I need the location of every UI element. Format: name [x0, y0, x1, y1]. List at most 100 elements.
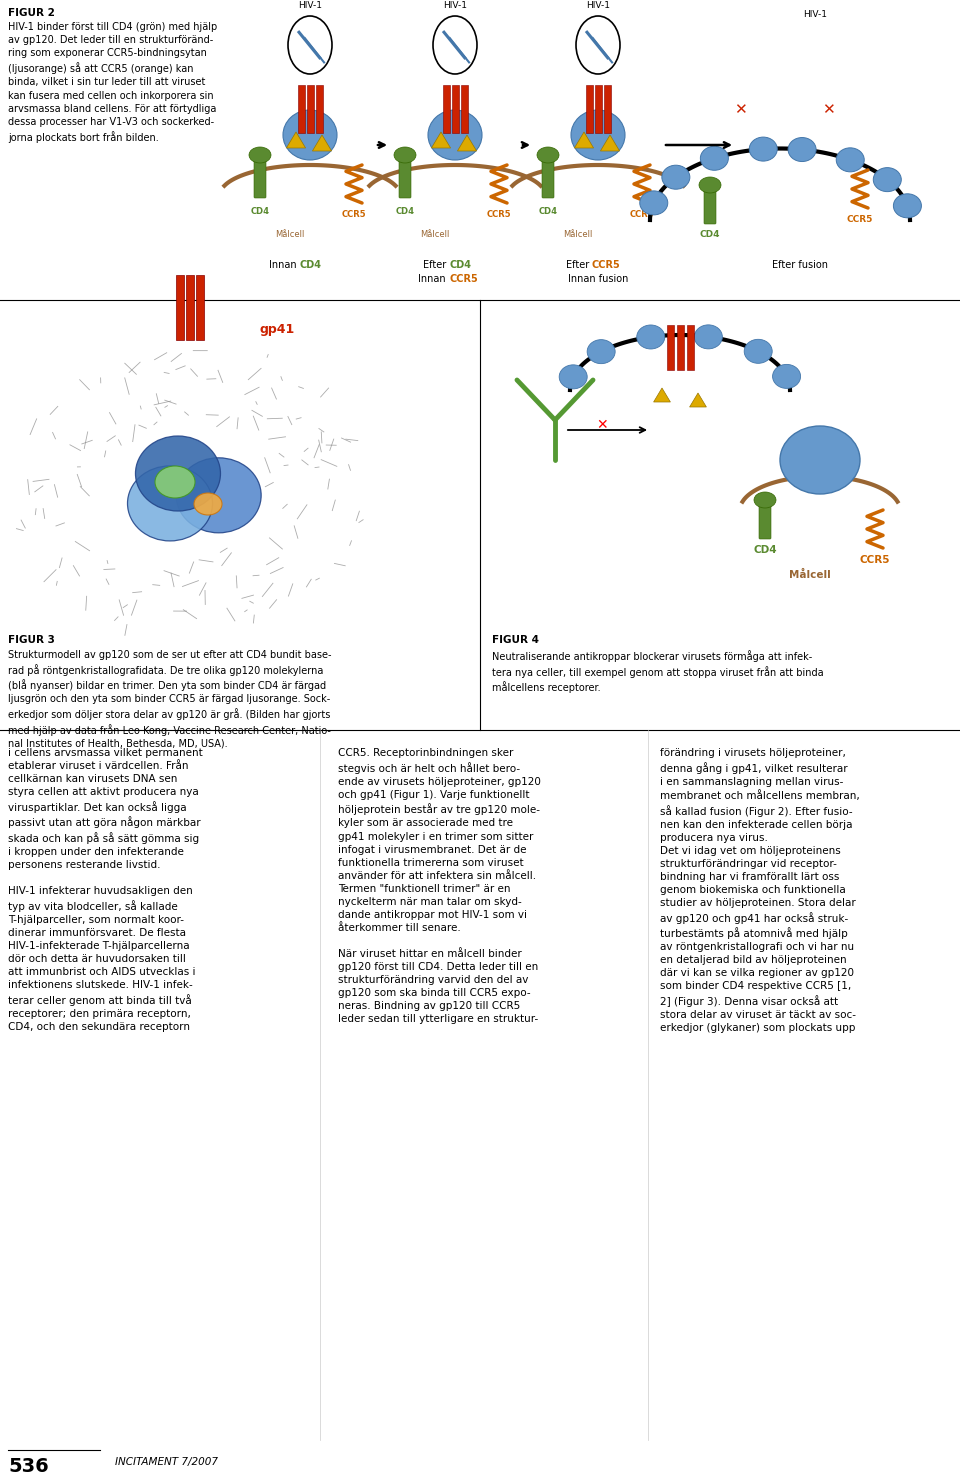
- Ellipse shape: [773, 365, 801, 389]
- Text: FIGUR 2: FIGUR 2: [8, 7, 55, 18]
- Text: ✕: ✕: [596, 418, 608, 432]
- Ellipse shape: [283, 110, 337, 160]
- FancyBboxPatch shape: [298, 85, 305, 133]
- Text: CD4: CD4: [539, 208, 558, 217]
- FancyBboxPatch shape: [759, 498, 771, 538]
- FancyBboxPatch shape: [461, 85, 468, 133]
- Text: CCR5. Receptorinbindningen sker
stegvis och är helt och hållet bero-
ende av vir: CCR5. Receptorinbindningen sker stegvis …: [338, 747, 540, 1025]
- Ellipse shape: [661, 165, 690, 190]
- Ellipse shape: [874, 168, 901, 191]
- Text: FIGUR 4: FIGUR 4: [492, 635, 539, 645]
- Text: CCR5: CCR5: [847, 215, 874, 224]
- Ellipse shape: [135, 436, 221, 512]
- Text: HIV-1: HIV-1: [803, 10, 827, 19]
- Polygon shape: [654, 389, 670, 402]
- Text: 536: 536: [8, 1456, 49, 1476]
- Ellipse shape: [749, 136, 778, 162]
- Ellipse shape: [537, 147, 559, 163]
- Text: HIV-1: HIV-1: [298, 1, 322, 10]
- Ellipse shape: [571, 110, 625, 160]
- FancyBboxPatch shape: [595, 85, 602, 133]
- Text: Innan fusion: Innan fusion: [567, 274, 628, 285]
- Text: CD4: CD4: [300, 260, 322, 270]
- Text: CCR5: CCR5: [630, 211, 655, 219]
- Ellipse shape: [194, 492, 222, 515]
- Ellipse shape: [155, 466, 195, 498]
- Ellipse shape: [694, 325, 722, 349]
- Ellipse shape: [788, 138, 816, 162]
- Ellipse shape: [780, 426, 860, 494]
- FancyBboxPatch shape: [254, 154, 266, 199]
- Text: Innan: Innan: [419, 274, 449, 285]
- FancyBboxPatch shape: [604, 85, 611, 133]
- Polygon shape: [600, 135, 619, 151]
- Polygon shape: [431, 132, 450, 148]
- Ellipse shape: [639, 191, 668, 215]
- Ellipse shape: [288, 16, 332, 74]
- FancyBboxPatch shape: [687, 325, 694, 369]
- Ellipse shape: [744, 340, 772, 363]
- Polygon shape: [286, 132, 305, 148]
- Text: CD4: CD4: [251, 208, 270, 217]
- Ellipse shape: [754, 492, 776, 509]
- Text: CD4: CD4: [754, 544, 777, 555]
- Text: gp41: gp41: [260, 323, 296, 337]
- FancyBboxPatch shape: [186, 274, 194, 340]
- Text: CCR5: CCR5: [449, 274, 478, 285]
- Text: Efter: Efter: [565, 260, 592, 270]
- Text: i cellens arvsmassa vilket permanent
etablerar viruset i värdcellen. Från
cellkä: i cellens arvsmassa vilket permanent eta…: [8, 747, 203, 1032]
- Ellipse shape: [636, 325, 664, 349]
- FancyBboxPatch shape: [196, 274, 204, 340]
- Text: Efter: Efter: [422, 260, 449, 270]
- Text: ✕: ✕: [733, 102, 746, 117]
- FancyBboxPatch shape: [316, 85, 323, 133]
- FancyBboxPatch shape: [307, 85, 314, 133]
- Text: INCITAMENT 7/2007: INCITAMENT 7/2007: [115, 1456, 218, 1467]
- Ellipse shape: [701, 147, 729, 171]
- Text: HIV-1 binder först till CD4 (grön) med hjälp
av gp120. Det leder till en struktu: HIV-1 binder först till CD4 (grön) med h…: [8, 22, 217, 142]
- FancyBboxPatch shape: [176, 274, 184, 340]
- Text: CCR5: CCR5: [860, 555, 890, 565]
- Text: CCR5: CCR5: [342, 211, 367, 219]
- Text: HIV-1: HIV-1: [443, 1, 467, 10]
- Polygon shape: [574, 132, 593, 148]
- Ellipse shape: [249, 147, 271, 163]
- Text: CD4: CD4: [396, 208, 415, 217]
- Text: Efter fusion: Efter fusion: [772, 260, 828, 270]
- Ellipse shape: [588, 340, 615, 363]
- FancyBboxPatch shape: [399, 154, 411, 199]
- Text: CCR5: CCR5: [487, 211, 512, 219]
- Polygon shape: [457, 135, 476, 151]
- FancyBboxPatch shape: [443, 85, 450, 133]
- FancyBboxPatch shape: [704, 184, 716, 224]
- Text: Målcell: Målcell: [789, 569, 830, 580]
- Text: Målcell: Målcell: [564, 230, 592, 239]
- Text: CD4: CD4: [449, 260, 471, 270]
- FancyBboxPatch shape: [667, 325, 674, 369]
- Ellipse shape: [177, 458, 261, 532]
- Polygon shape: [312, 135, 331, 151]
- Ellipse shape: [576, 16, 620, 74]
- Text: CCR5: CCR5: [592, 260, 621, 270]
- Text: Målcell: Målcell: [420, 230, 449, 239]
- Polygon shape: [689, 393, 707, 406]
- Text: förändring i virusets höljeproteiner,
denna gång i gp41, vilket resulterar
i en : förändring i virusets höljeproteiner, de…: [660, 747, 860, 1034]
- Text: CD4: CD4: [700, 230, 720, 239]
- Ellipse shape: [394, 147, 416, 163]
- Text: HIV-1: HIV-1: [586, 1, 610, 10]
- Text: Neutraliserande antikroppar blockerar virusets förmåga att infek-
tera nya celle: Neutraliserande antikroppar blockerar vi…: [492, 650, 824, 693]
- Text: Strukturmodell av gp120 som de ser ut efter att CD4 bundit base-
rad på röntgenk: Strukturmodell av gp120 som de ser ut ef…: [8, 650, 331, 749]
- Text: ✕: ✕: [822, 102, 834, 117]
- Ellipse shape: [894, 194, 922, 218]
- Ellipse shape: [559, 365, 588, 389]
- Ellipse shape: [128, 466, 212, 541]
- Text: FIGUR 3: FIGUR 3: [8, 635, 55, 645]
- Text: Målcell: Målcell: [276, 230, 304, 239]
- Ellipse shape: [699, 176, 721, 193]
- Ellipse shape: [428, 110, 482, 160]
- Ellipse shape: [433, 16, 477, 74]
- FancyBboxPatch shape: [677, 325, 684, 369]
- FancyBboxPatch shape: [452, 85, 459, 133]
- Text: Innan: Innan: [269, 260, 300, 270]
- FancyBboxPatch shape: [542, 154, 554, 199]
